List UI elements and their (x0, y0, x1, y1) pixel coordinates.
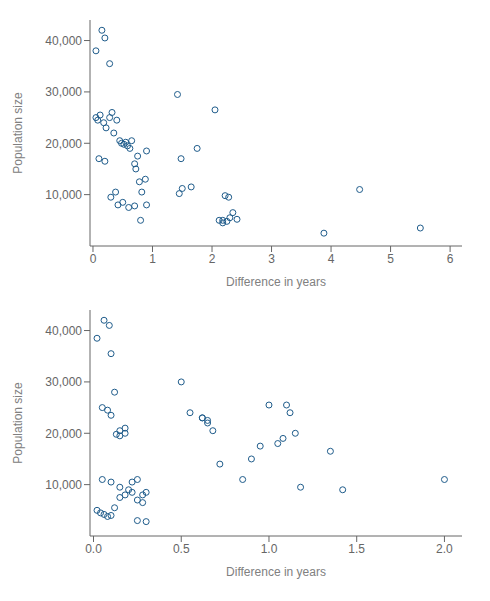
svg-text:5: 5 (387, 252, 394, 266)
svg-text:40,000: 40,000 (45, 324, 82, 338)
svg-text:0: 0 (90, 252, 97, 266)
svg-text:Population size: Population size (11, 382, 25, 464)
svg-text:2.0: 2.0 (436, 542, 453, 556)
svg-text:4: 4 (328, 252, 335, 266)
svg-text:30,000: 30,000 (45, 85, 82, 99)
svg-text:Difference in years: Difference in years (226, 275, 326, 289)
svg-text:Population size: Population size (11, 92, 25, 174)
svg-text:0.5: 0.5 (173, 542, 190, 556)
svg-text:Difference in years: Difference in years (226, 565, 326, 579)
svg-text:1.0: 1.0 (261, 542, 278, 556)
svg-text:3: 3 (268, 252, 275, 266)
svg-text:1: 1 (149, 252, 156, 266)
svg-text:2: 2 (209, 252, 216, 266)
svg-text:0.0: 0.0 (85, 542, 102, 556)
svg-text:20,000: 20,000 (45, 427, 82, 441)
svg-text:20,000: 20,000 (45, 137, 82, 151)
svg-text:10,000: 10,000 (45, 188, 82, 202)
svg-text:10,000: 10,000 (45, 478, 82, 492)
svg-text:30,000: 30,000 (45, 375, 82, 389)
svg-text:40,000: 40,000 (45, 34, 82, 48)
svg-text:6: 6 (447, 252, 454, 266)
svg-text:1.5: 1.5 (348, 542, 365, 556)
